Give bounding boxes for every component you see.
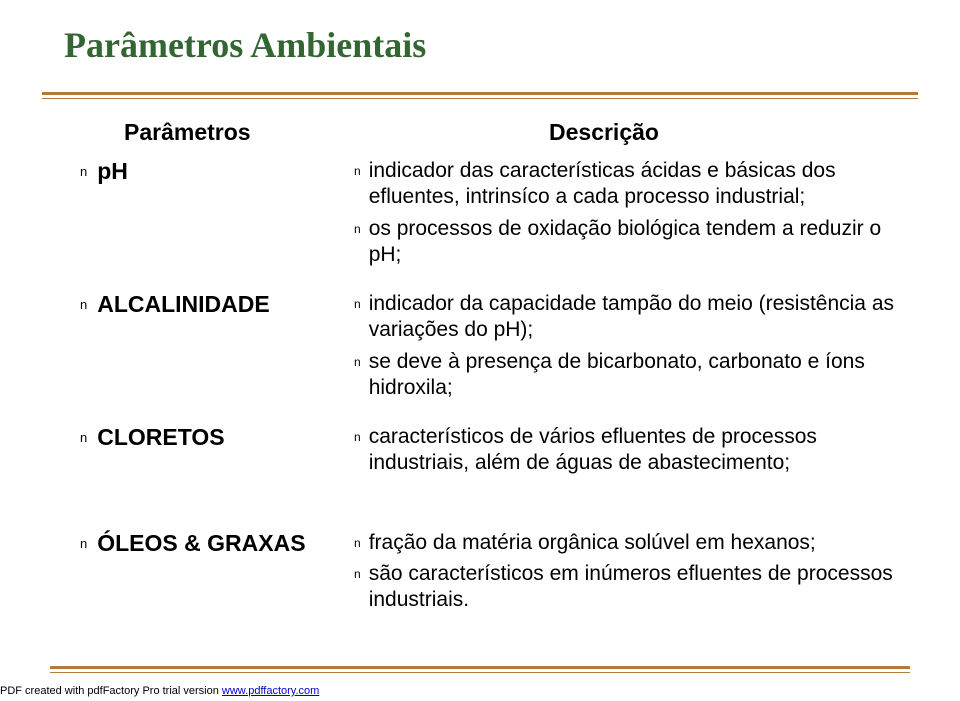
slide: Parâmetros Ambientais Parâmetros Descriç…	[0, 0, 960, 701]
list-item: n fração da matéria orgânica solúvel em …	[354, 530, 906, 556]
param-cell: n CLORETOS	[54, 424, 354, 451]
desc-cell: n fração da matéria orgânica solúvel em …	[354, 530, 906, 619]
desc-text: se deve à presença de bicarbonato, carbo…	[369, 349, 906, 402]
param-cell: n ÓLEOS & GRAXAS	[54, 530, 354, 557]
desc-text: os processos de oxidação biológica tende…	[369, 216, 906, 269]
bullet-icon: n	[354, 355, 361, 370]
param-label: ÓLEOS & GRAXAS	[97, 530, 305, 557]
pdf-footer-text: PDF created with pdfFactory Pro trial ve…	[0, 685, 222, 697]
bullet-icon: n	[354, 567, 361, 582]
desc-text: são característicos em inúmeros efluente…	[369, 561, 906, 614]
bullet-icon: n	[354, 430, 361, 445]
table-row: n ÓLEOS & GRAXAS n fração da matéria org…	[54, 530, 906, 619]
desc-text: indicador da capacidade tampão do meio (…	[369, 291, 906, 344]
spacer	[54, 500, 906, 530]
divider-bottom-thin	[50, 672, 910, 673]
header-desc: Descrição	[424, 119, 906, 146]
bullet-icon: n	[354, 222, 361, 237]
param-cell: n ALCALINIDADE	[54, 291, 354, 318]
bullet-icon: n	[354, 164, 361, 179]
list-item: n indicador das características ácidas e…	[354, 158, 906, 211]
pdf-footer-link[interactable]: www.pdffactory.com	[222, 685, 319, 697]
header-row: Parâmetros Descrição	[54, 119, 906, 146]
footer-divider	[50, 666, 910, 673]
bullet-icon: n	[80, 536, 87, 551]
param-label: ALCALINIDADE	[97, 291, 270, 318]
list-item: n característicos de vários efluentes de…	[354, 424, 906, 477]
table-row: n CLORETOS n característicos de vários e…	[54, 424, 906, 482]
list-item: n são característicos em inúmeros efluen…	[354, 561, 906, 614]
desc-cell: n indicador da capacidade tampão do meio…	[354, 291, 906, 406]
divider-bottom-thick	[50, 666, 910, 669]
bullet-icon: n	[80, 297, 87, 312]
bullet-icon: n	[354, 536, 361, 551]
desc-text: característicos de vários efluentes de p…	[369, 424, 906, 477]
content-area: Parâmetros Descrição n pH n indicador da…	[42, 99, 918, 618]
divider-top-thick	[42, 92, 918, 95]
bullet-icon: n	[80, 430, 87, 445]
table-row: n ALCALINIDADE n indicador da capacidade…	[54, 291, 906, 406]
list-item: n indicador da capacidade tampão do meio…	[354, 291, 906, 344]
param-cell: n pH	[54, 158, 354, 185]
param-label: CLORETOS	[97, 424, 224, 451]
desc-text: indicador das características ácidas e b…	[369, 158, 906, 211]
desc-text: fração da matéria orgânica solúvel em he…	[369, 530, 906, 556]
desc-cell: n característicos de vários efluentes de…	[354, 424, 906, 482]
page-title: Parâmetros Ambientais	[64, 24, 918, 66]
bullet-icon: n	[80, 164, 87, 179]
list-item: n se deve à presença de bicarbonato, car…	[354, 349, 906, 402]
table-row: n pH n indicador das características áci…	[54, 158, 906, 273]
bullet-icon: n	[354, 297, 361, 312]
header-params: Parâmetros	[54, 119, 424, 146]
desc-cell: n indicador das características ácidas e…	[354, 158, 906, 273]
list-item: n os processos de oxidação biológica ten…	[354, 216, 906, 269]
param-label: pH	[97, 158, 128, 185]
pdf-footer: PDF created with pdfFactory Pro trial ve…	[0, 685, 319, 697]
